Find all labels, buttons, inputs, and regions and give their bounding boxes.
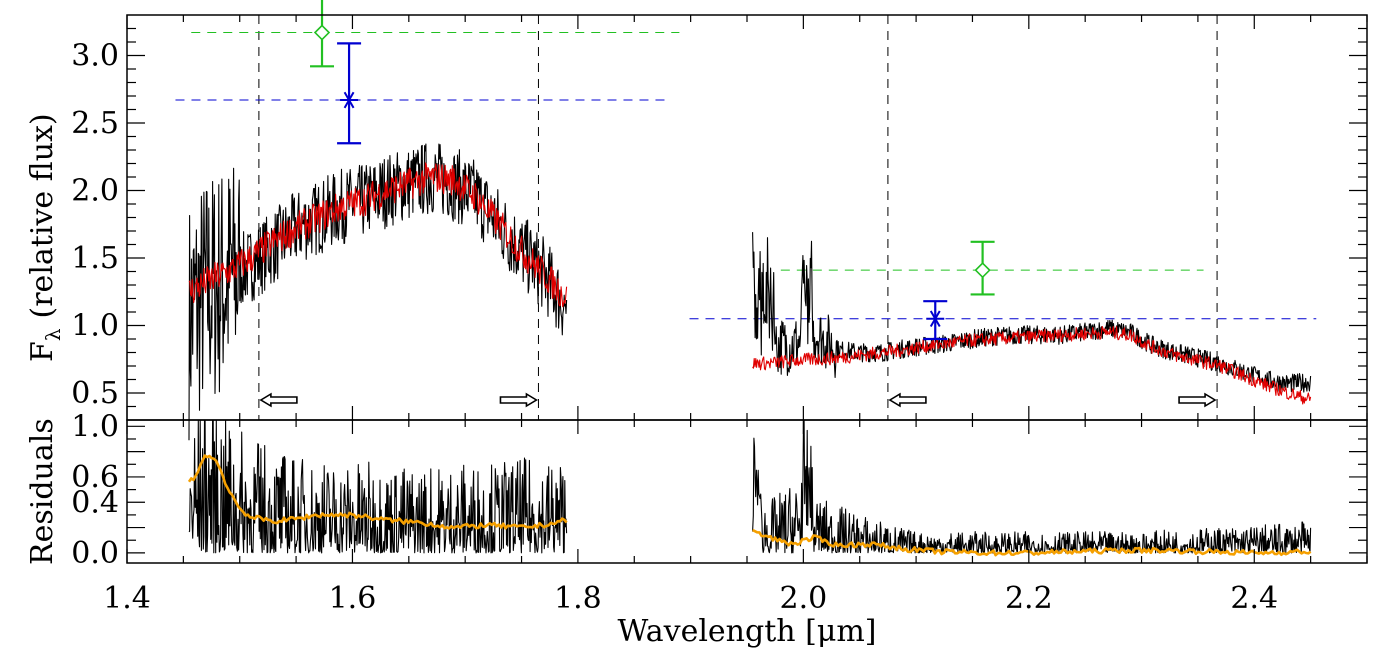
photometry-points (310, 0, 995, 341)
residual-noise-1 (752, 419, 1312, 554)
bottom-y-tick-label: 0.0 (71, 536, 119, 571)
x-tick-label: 1.4 (103, 581, 151, 616)
residual-noise-0 (188, 419, 568, 554)
x-axis-title: Wavelength [μm] (618, 614, 877, 649)
bottom-y-axis-title: Residuals (25, 418, 60, 565)
top-y-tick-label: 0.5 (71, 376, 119, 411)
x-tick-label: 1.8 (554, 581, 602, 616)
residual-curves (187, 419, 1312, 557)
top-y-tick-label: 2.0 (71, 174, 119, 209)
bottom-y-tick-label: 0.6 (71, 460, 119, 495)
bottom-y-tick-label: 1.0 (71, 409, 119, 444)
top-y-tick-label: 2.5 (71, 106, 119, 141)
observed-spectrum-0 (188, 143, 568, 441)
top-panel: 0.51.01.52.02.53.0 (71, 0, 1368, 441)
bottom-panel: 0.0 0.40.6 1.0 1.4 1.6 1.8 2.0 2.2 2.4 (71, 409, 1368, 616)
top-y-tick-label: 1.5 (71, 241, 119, 276)
edge-arrow-3 (1178, 392, 1217, 408)
bottom-axis-ticks (126, 420, 1368, 563)
model-spectrum-1 (752, 326, 1312, 405)
x-tick-label: 1.6 (329, 581, 377, 616)
edge-arrow-2 (888, 392, 927, 408)
x-tick-label: 2.0 (780, 581, 828, 616)
top-axis-ticks (126, 15, 1368, 420)
star-stroke-2 (343, 91, 355, 109)
observed-spectrum-1 (752, 232, 1312, 393)
top-y-axis-title: Fλ(relative flux) (25, 113, 65, 362)
photometry-diamond-marker-0 (313, 24, 331, 41)
top-spectra (188, 143, 1312, 441)
star-stroke-2 (929, 310, 941, 328)
photometry-diamond-marker-2 (974, 262, 991, 279)
x-tick-label: 2.2 (1005, 581, 1053, 616)
bottom-y-tick-labels: 0.0 0.40.6 1.0 (71, 409, 119, 571)
top-reference-lines (175, 15, 1317, 420)
x-tick-labels: 1.4 1.6 1.8 2.0 2.2 2.4 (103, 581, 1278, 616)
smoothed-residual-1 (752, 528, 1312, 557)
top-y-tick-label: 1.0 (71, 309, 119, 344)
top-panel-frame (126, 14, 1368, 421)
top-y-tick-label: 3.0 (71, 39, 119, 74)
edge-arrow-1 (499, 392, 539, 408)
top-y-tick-labels: 0.5 1.0 1.5 2.0 2.5 3.0 (71, 39, 119, 412)
x-tick-label: 2.4 (1230, 581, 1278, 616)
smoothed-residual-0 (187, 454, 568, 530)
photometry-star-marker-3 (926, 310, 945, 328)
edge-arrow-0 (259, 392, 298, 408)
photometry-star-marker-1 (340, 91, 359, 109)
filter-edge-arrows (259, 392, 1217, 408)
model-spectrum-0 (188, 162, 568, 308)
bottom-y-tick-label: 0.4 (71, 485, 119, 520)
